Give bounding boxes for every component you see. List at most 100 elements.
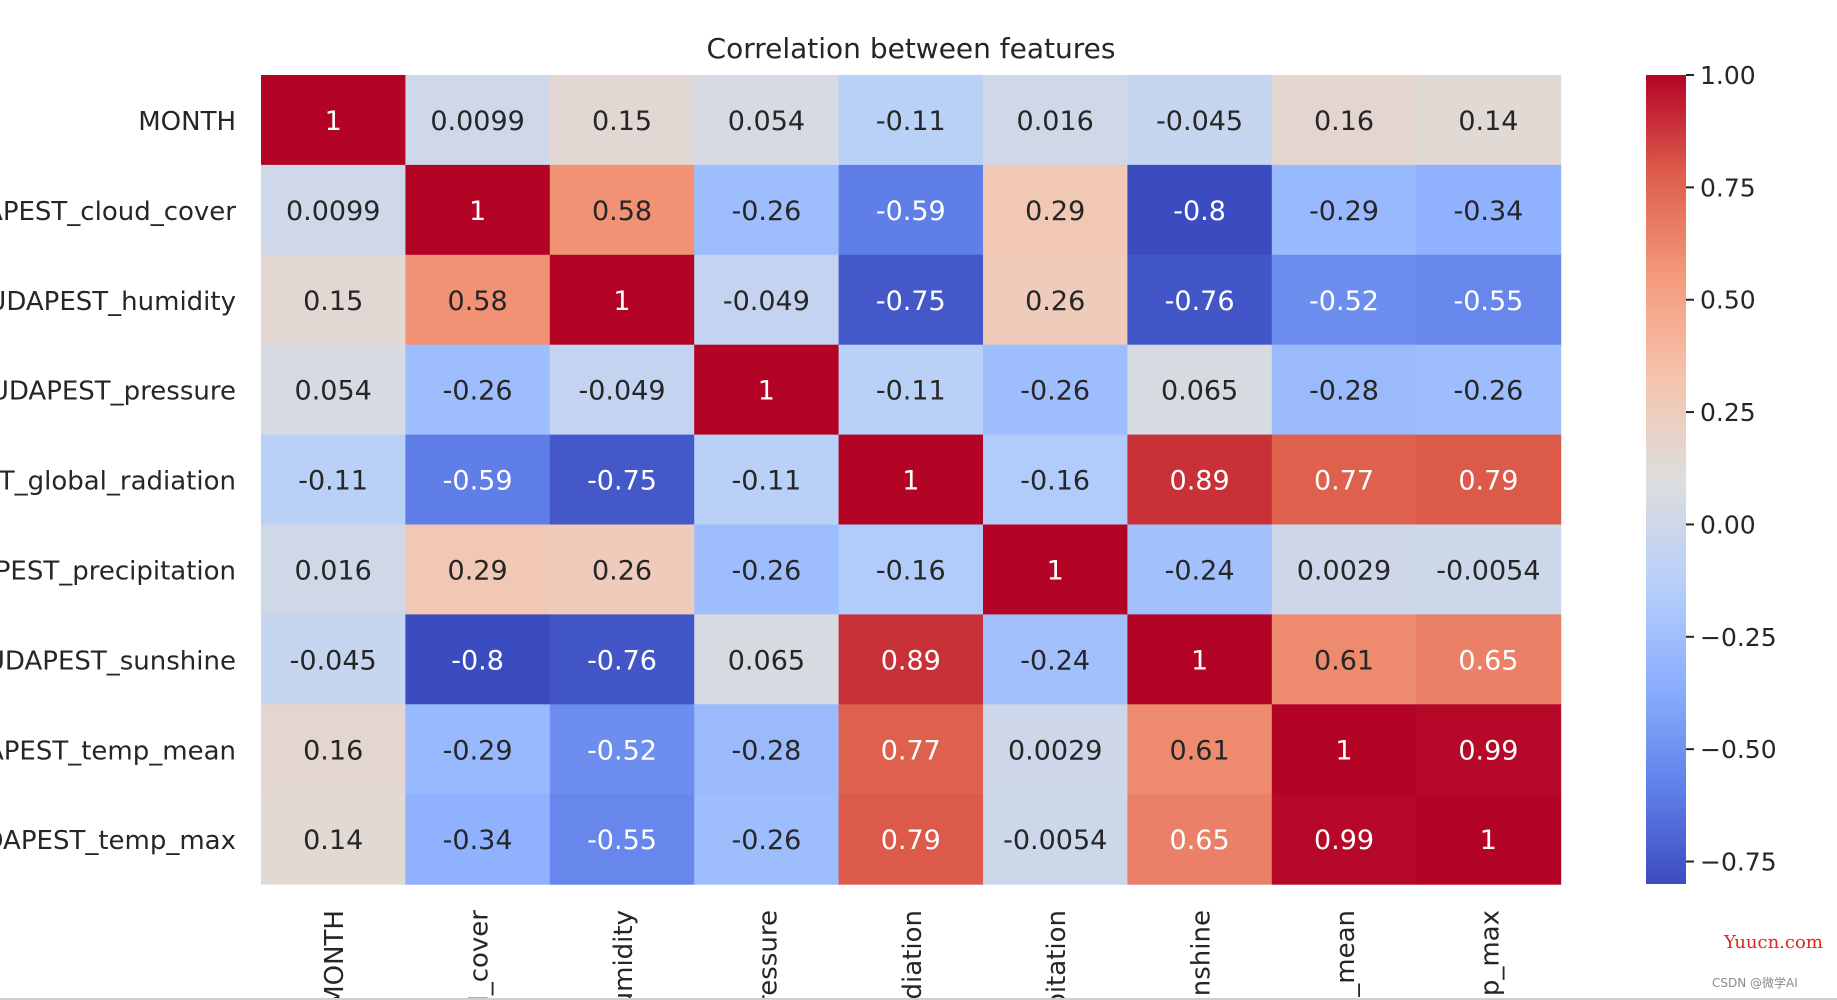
heatmap-cell (1416, 524, 1562, 615)
cell-annotation: 0.89 (881, 645, 941, 676)
column-label: ressure (753, 910, 783, 1000)
heatmap-cell (405, 704, 551, 795)
heatmap-cell (1416, 794, 1562, 885)
heatmap-cell (405, 254, 551, 346)
colorbar-tick-label: −0.50 (1700, 735, 1777, 764)
heatmap-cell (549, 164, 695, 256)
cell-annotation: 0.15 (592, 106, 652, 137)
cell-annotation: -0.26 (1020, 376, 1090, 407)
colorbar (1646, 75, 1686, 884)
cell-annotation: 1 (1191, 645, 1208, 676)
heatmap-cell (1416, 344, 1562, 436)
cell-annotation: 0.61 (1170, 735, 1230, 766)
heatmap-cell (838, 434, 984, 526)
heatmap-cell (405, 614, 551, 705)
author-watermark: CSDN @微学AI (1712, 976, 1798, 990)
heatmap-cell (549, 614, 695, 705)
heatmap-cell (1127, 254, 1273, 346)
heatmap-cell (261, 704, 406, 795)
heatmap-cell (261, 344, 406, 436)
cell-annotation: -0.55 (1453, 286, 1523, 317)
cell-annotation: -0.11 (298, 466, 368, 497)
cell-annotation: 1 (1335, 735, 1352, 766)
heatmap-cell (549, 704, 695, 795)
cell-annotation: -0.26 (731, 555, 801, 586)
cell-annotation: -0.8 (1173, 196, 1226, 227)
cell-annotation: -0.11 (876, 106, 946, 137)
heatmap-cell (838, 794, 984, 885)
cell-annotation: 0.61 (1314, 645, 1374, 676)
cell-annotation: 1 (902, 466, 919, 497)
column-label: p_mean (1331, 910, 1361, 1000)
cell-annotation: 0.65 (1458, 645, 1518, 676)
cell-annotation: -0.52 (1309, 286, 1379, 317)
cell-annotation: -0.0054 (1003, 825, 1107, 856)
heatmap-cell (694, 524, 840, 615)
heatmap-cell (983, 164, 1128, 256)
cell-annotation: -0.0054 (1436, 555, 1540, 586)
chart-title: Correlation between features (707, 32, 1116, 65)
heatmap-cell (694, 434, 840, 526)
heatmap-cell (549, 524, 695, 615)
cell-annotation: -0.11 (876, 376, 946, 407)
heatmap-cell (983, 75, 1128, 166)
colorbar-tick-label: 0.25 (1700, 398, 1756, 427)
cell-annotation: 0.79 (1458, 466, 1518, 497)
cell-annotation: 0.29 (448, 555, 508, 586)
cell-annotation: 0.99 (1314, 825, 1374, 856)
heatmap-cell (1127, 75, 1273, 166)
colorbar-tick-label: 1.00 (1700, 61, 1756, 90)
cell-annotation: 0.26 (592, 555, 652, 586)
heatmap-cell (1416, 614, 1562, 705)
cell-annotation: -0.55 (587, 825, 657, 856)
heatmap-cell (1271, 75, 1417, 166)
heatmap-cell (838, 344, 984, 436)
cell-annotation: 0.16 (1314, 106, 1374, 137)
row-label: APEST_cloud_cover (0, 197, 236, 227)
heatmap-cell (1271, 794, 1417, 885)
heatmap-cell (1271, 164, 1417, 256)
heatmap-cell (1271, 704, 1417, 795)
cell-annotation: 1 (325, 106, 342, 137)
heatmap-cell (1127, 164, 1273, 256)
cell-annotation: -0.26 (731, 825, 801, 856)
cell-annotation: -0.26 (731, 196, 801, 227)
heatmap-cell (1127, 344, 1273, 436)
heatmap-cell (694, 254, 840, 346)
cell-annotation: 1 (469, 196, 486, 227)
cell-annotation: 0.99 (1458, 735, 1518, 766)
heatmap-cell (405, 344, 551, 436)
row-label: APEST_temp_mean (0, 736, 236, 766)
cell-annotation: -0.16 (1020, 466, 1090, 497)
heatmap-cell (983, 524, 1128, 615)
heatmap-cell (694, 75, 840, 166)
cell-annotation: 0.16 (303, 735, 363, 766)
cell-annotation: 0.016 (295, 555, 372, 586)
cell-annotation: -0.045 (1156, 106, 1243, 137)
cell-annotation: 1 (1047, 555, 1064, 586)
heatmap-cell (694, 344, 840, 436)
cell-annotation: -0.29 (443, 735, 513, 766)
heatmap-cell (1416, 164, 1562, 256)
cell-annotation: -0.59 (876, 196, 946, 227)
heatmap-cell (261, 254, 406, 346)
heatmap-cell (983, 794, 1128, 885)
column-label: unshine (1187, 910, 1217, 1000)
heatmap-cell (1271, 344, 1417, 436)
column-label: adiation (898, 910, 928, 1000)
cell-annotation: 0.065 (1161, 376, 1238, 407)
cell-annotation: -0.28 (731, 735, 801, 766)
heatmap-cell (694, 794, 840, 885)
colorbar-tick-label: −0.25 (1700, 623, 1777, 652)
row-label: APEST_precipitation (0, 556, 236, 586)
cell-annotation: -0.8 (451, 645, 504, 676)
cell-annotation: -0.24 (1020, 645, 1090, 676)
heatmap-cell (405, 524, 551, 615)
cell-annotation: -0.045 (290, 645, 377, 676)
cell-annotation: -0.52 (587, 735, 657, 766)
heatmap-cell (838, 524, 984, 615)
heatmap-cell (983, 434, 1128, 526)
heatmap-cell (549, 434, 695, 526)
heatmap-cell (1271, 434, 1417, 526)
cell-annotation: -0.28 (1309, 376, 1379, 407)
